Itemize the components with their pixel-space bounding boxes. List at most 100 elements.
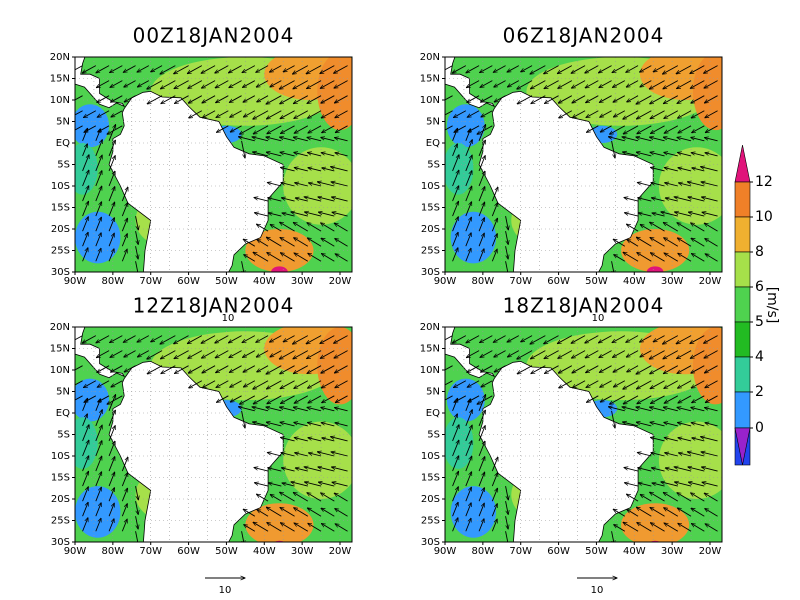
lat-label: EQ	[56, 408, 70, 419]
wind-vector	[321, 223, 335, 232]
wind-vector	[677, 407, 692, 412]
wind-vector	[613, 380, 626, 387]
wind-vector	[75, 125, 83, 131]
wind-vector	[147, 95, 163, 104]
wind-vector	[253, 522, 269, 532]
wind-vector	[650, 380, 665, 389]
wind-vector	[452, 201, 459, 217]
wind-vector	[280, 407, 295, 412]
wind-vector	[674, 197, 692, 202]
wind-vector	[321, 380, 335, 388]
wind-vector	[334, 138, 348, 142]
map-panel	[445, 327, 722, 542]
wind-vector	[636, 507, 652, 517]
wind-vector	[452, 502, 459, 517]
wind-vector	[267, 182, 282, 187]
wind-vector	[280, 253, 295, 262]
wind-vector	[491, 504, 497, 517]
wind-vector	[702, 467, 718, 472]
wind-vector	[295, 198, 308, 202]
wind-vector	[160, 65, 176, 74]
wind-vector	[238, 137, 255, 142]
wind-vector	[623, 380, 639, 389]
wind-speed-patch	[283, 421, 352, 499]
wind-vector	[321, 254, 335, 262]
wind-vector	[571, 65, 586, 74]
wind-vector	[95, 399, 101, 412]
wind-vector	[108, 395, 115, 412]
wind-vector	[230, 110, 242, 118]
wind-vector	[123, 335, 136, 343]
wind-vector	[676, 65, 692, 74]
wind-vector	[95, 248, 101, 262]
wind-vector	[572, 380, 586, 388]
wind-vector	[229, 365, 242, 373]
wind-vector	[97, 365, 110, 373]
wind-vector	[253, 422, 269, 427]
wind-vector	[636, 380, 652, 389]
wind-vector	[478, 125, 485, 142]
wind-vector	[517, 80, 533, 89]
wind-vector	[188, 365, 203, 373]
wind-vector	[613, 110, 626, 117]
wind-vector	[307, 223, 322, 232]
wind-vector	[75, 380, 83, 386]
wind-vector	[639, 335, 652, 343]
wind-vector	[662, 65, 679, 74]
wind-vector	[228, 65, 242, 73]
wind-vector	[110, 365, 123, 373]
wind-vector	[477, 395, 493, 404]
wind-vector	[108, 519, 114, 532]
wind-vector	[674, 467, 692, 472]
lat-label: 30S	[51, 537, 70, 548]
lat-label: 5N	[56, 387, 70, 398]
wind-vector	[241, 531, 245, 542]
wind-vector	[612, 335, 626, 343]
wind-vector	[663, 222, 679, 232]
wind-vector	[465, 129, 471, 142]
wind-vector	[452, 414, 458, 427]
wind-vector	[649, 80, 665, 89]
wind-vector	[465, 217, 472, 232]
wind-vector	[75, 65, 83, 71]
wind-vector	[478, 410, 485, 427]
wind-vector	[531, 365, 546, 374]
wind-vector	[613, 80, 626, 88]
wind-vector	[307, 137, 322, 142]
lon-label: 60W	[547, 546, 570, 557]
wind-vector	[332, 212, 348, 217]
wind-vector	[650, 222, 665, 232]
lon-label: 30W	[661, 276, 684, 287]
wind-vector	[478, 156, 485, 172]
wind-vector	[691, 423, 705, 427]
wind-vector	[491, 218, 497, 232]
wind-vector	[320, 65, 335, 74]
wind-vector	[111, 380, 123, 387]
wind-vector	[691, 110, 705, 118]
map-panel	[75, 57, 352, 272]
wind-vector	[702, 482, 718, 487]
wind-vector	[491, 473, 497, 487]
wind-vector	[481, 380, 493, 387]
lon-label: 80W	[102, 276, 125, 287]
wind-vector	[624, 483, 639, 487]
wind-vector	[650, 492, 665, 502]
wind-vector	[652, 213, 665, 217]
wind-vector	[280, 95, 295, 104]
wind-vector	[663, 95, 679, 104]
wind-vector	[664, 253, 679, 262]
wind-vector	[493, 65, 506, 73]
wind-vector	[268, 468, 282, 472]
wind-vector	[108, 233, 114, 247]
wind-vector	[334, 95, 348, 103]
wind-vector	[321, 423, 335, 427]
wind-vector	[256, 335, 269, 343]
wind-vector	[108, 125, 115, 142]
wind-vector	[267, 395, 282, 404]
wind-vector	[294, 238, 309, 247]
wind-vector	[664, 422, 678, 427]
wind-vector	[612, 65, 626, 73]
wind-vector	[82, 487, 89, 502]
wind-vector	[478, 233, 484, 247]
